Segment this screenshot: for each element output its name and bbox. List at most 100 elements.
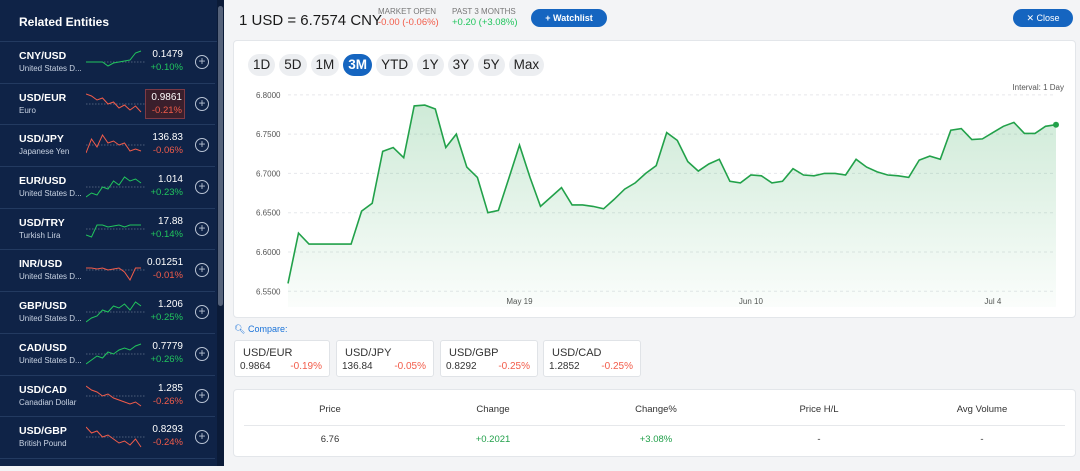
add-circle-icon[interactable]: + bbox=[195, 388, 209, 403]
sidebar-item[interactable]: USD/EUR Euro 0.9861 -0.21% + bbox=[0, 84, 215, 126]
stats-divider bbox=[244, 425, 1065, 426]
add-circle-icon[interactable]: + bbox=[195, 263, 209, 278]
period-button-3m[interactable]: 3M bbox=[343, 54, 373, 76]
sparkline-line bbox=[86, 301, 142, 323]
sidebar-item[interactable]: USD/GBP British Pound 0.8293 -0.24% + bbox=[0, 417, 215, 459]
period-button-1m[interactable]: 1M bbox=[310, 54, 340, 76]
compare-price: 136.84 bbox=[342, 361, 373, 372]
sidebar-item-symbol: USD/JPY bbox=[19, 133, 64, 146]
compare-symbol: USD/JPY bbox=[345, 347, 392, 359]
add-circle-icon[interactable]: + bbox=[195, 180, 209, 195]
sidebar-item-change: -0.24% bbox=[152, 437, 183, 449]
period-button-5y[interactable]: 5Y bbox=[478, 54, 505, 76]
sidebar-item-values: 17.88 +0.14% bbox=[145, 214, 185, 242]
scrollbar-thumb[interactable] bbox=[218, 6, 223, 306]
y-tick-label: 6.8000 bbox=[256, 91, 281, 100]
sparkline bbox=[86, 224, 146, 238]
period-button-1y[interactable]: 1Y bbox=[417, 54, 444, 76]
sidebar-item-symbol: USD/TRY bbox=[19, 216, 65, 229]
y-tick-label: 6.6500 bbox=[256, 209, 281, 218]
compare-card[interactable]: USD/JPY 136.84 -0.05% bbox=[336, 340, 434, 377]
sidebar-item-name: United States D... bbox=[19, 314, 82, 324]
interval-label: Interval: 1 Day bbox=[1012, 83, 1064, 92]
y-tick-label: 6.6000 bbox=[256, 248, 281, 257]
add-circle-icon[interactable]: + bbox=[195, 138, 209, 153]
stat-header: Price H/L bbox=[799, 404, 839, 415]
sparkline-line bbox=[86, 385, 142, 406]
compare-symbol: USD/EUR bbox=[243, 347, 293, 359]
sidebar-item[interactable]: USD/JPY Japanese Yen 136.83 -0.06% + bbox=[0, 125, 215, 168]
stat-value: +0.2021 bbox=[475, 434, 511, 445]
sparkline bbox=[86, 134, 146, 154]
compare-label[interactable]: 🔍︎ Compare: bbox=[234, 324, 287, 335]
y-tick-label: 6.7500 bbox=[256, 130, 281, 139]
compare-card[interactable]: USD/GBP 0.8292 -0.25% bbox=[440, 340, 538, 377]
period-selector: 1D 5D 1M 3M YTD 1Y 3Y 5Y Max bbox=[248, 54, 545, 76]
sidebar-item-values: 1.206 +0.25% bbox=[145, 297, 185, 325]
add-circle-icon[interactable]: + bbox=[195, 305, 209, 320]
sparkline-line bbox=[86, 267, 141, 282]
period-button-ytd[interactable]: YTD bbox=[376, 54, 414, 76]
compare-change: -0.19% bbox=[290, 361, 322, 372]
y-tick-label: 6.5500 bbox=[256, 287, 281, 296]
related-entities-sidebar: Related Entities CNY/USD United States D… bbox=[0, 0, 224, 466]
sidebar-item-values: 0.8293 -0.24% bbox=[145, 422, 185, 450]
sidebar-item-symbol: USD/CAD bbox=[19, 383, 67, 396]
compare-card[interactable]: USD/EUR 0.9864 -0.19% bbox=[234, 340, 330, 377]
sidebar-item[interactable]: USD/CAD Canadian Dollar 1.285 -0.26% + bbox=[0, 376, 215, 418]
search-icon: 🔍︎ bbox=[234, 324, 246, 334]
add-circle-icon[interactable]: + bbox=[195, 96, 209, 111]
sparkline-line bbox=[86, 176, 142, 198]
period-button-max[interactable]: Max bbox=[508, 54, 545, 76]
stat-value: 6.76 bbox=[320, 434, 340, 445]
last-point-marker bbox=[1053, 121, 1059, 128]
sidebar-item-name: Japanese Yen bbox=[19, 147, 70, 157]
price-chart[interactable]: 6.80006.75006.70006.65006.60006.5500May … bbox=[234, 85, 1075, 317]
sidebar-item-name: United States D... bbox=[19, 189, 82, 199]
add-circle-icon[interactable]: + bbox=[195, 55, 209, 69]
sidebar-item-change: -0.21% bbox=[151, 104, 182, 116]
market-status-label: MARKET OPEN bbox=[378, 7, 437, 16]
sidebar-item-values: 0.01251 -0.01% bbox=[145, 255, 185, 283]
compare-card[interactable]: USD/CAD 1.2852 -0.25% bbox=[543, 340, 641, 377]
period-button-3y[interactable]: 3Y bbox=[447, 54, 475, 76]
stat-header: Change bbox=[476, 404, 510, 415]
sparkline-line bbox=[86, 224, 141, 238]
exchange-rate-title: 1 USD = 6.7574 CNY bbox=[239, 12, 382, 29]
sidebar-item-change: +0.26% bbox=[150, 353, 184, 365]
sidebar-item-name: Euro bbox=[19, 105, 36, 115]
sidebar-item-values: 136.83 -0.06% bbox=[145, 130, 185, 158]
stat-header: Avg Volume bbox=[956, 404, 1008, 415]
sidebar-item[interactable]: USD/TRY Turkish Lira 17.88 +0.14% + bbox=[0, 209, 215, 251]
y-tick-label: 6.7000 bbox=[256, 169, 281, 178]
sidebar-item-change: +0.14% bbox=[150, 228, 184, 240]
sidebar-item-values: 1.285 -0.26% bbox=[145, 381, 185, 409]
sidebar-item-change: +0.25% bbox=[150, 312, 184, 324]
sidebar-item-change: -0.01% bbox=[152, 270, 183, 282]
sidebar-item[interactable]: GBP/USD United States D... 1.206 +0.25% … bbox=[0, 292, 215, 334]
sidebar-item-price: 136.83 bbox=[152, 132, 183, 144]
sidebar-item[interactable]: CNY/USD United States D... 0.1479 +0.10%… bbox=[0, 42, 215, 84]
stats-panel: Price 6.76 Change +0.2021 Change% +3.08% Price… bbox=[233, 389, 1076, 457]
sidebar-item-name: British Pound bbox=[19, 439, 67, 449]
close-button[interactable]: ✕ Close bbox=[1013, 9, 1073, 27]
compare-symbol: USD/GBP bbox=[449, 347, 499, 359]
compare-change: -0.25% bbox=[498, 361, 530, 372]
period-button-5d[interactable]: 5D bbox=[279, 54, 307, 76]
period-button-1d[interactable]: 1D bbox=[248, 54, 276, 76]
watchlist-button[interactable]: + Watchlist bbox=[531, 9, 607, 27]
stat-value: - bbox=[817, 434, 821, 445]
add-circle-icon[interactable]: + bbox=[195, 430, 209, 445]
sidebar-item[interactable]: CAD/USD United States D... 0.7779 +0.26%… bbox=[0, 334, 215, 376]
add-circle-icon[interactable]: + bbox=[195, 221, 209, 236]
add-circle-icon[interactable]: + bbox=[195, 346, 209, 361]
compare-change: -0.05% bbox=[394, 361, 426, 372]
sidebar-item[interactable]: INR/USD United States D... 0.01251 -0.01… bbox=[0, 250, 215, 293]
sidebar-item-name: Turkish Lira bbox=[19, 230, 61, 240]
sparkline-line bbox=[86, 134, 142, 154]
sidebar-item-name: United States D... bbox=[19, 64, 82, 73]
compare-symbol: USD/CAD bbox=[552, 347, 602, 359]
market-change: -0.00 (-0.06%) bbox=[378, 17, 439, 28]
sidebar-scrollbar[interactable] bbox=[217, 0, 224, 466]
sidebar-item[interactable]: EUR/USD United States D... 1.014 +0.23% … bbox=[0, 167, 215, 209]
